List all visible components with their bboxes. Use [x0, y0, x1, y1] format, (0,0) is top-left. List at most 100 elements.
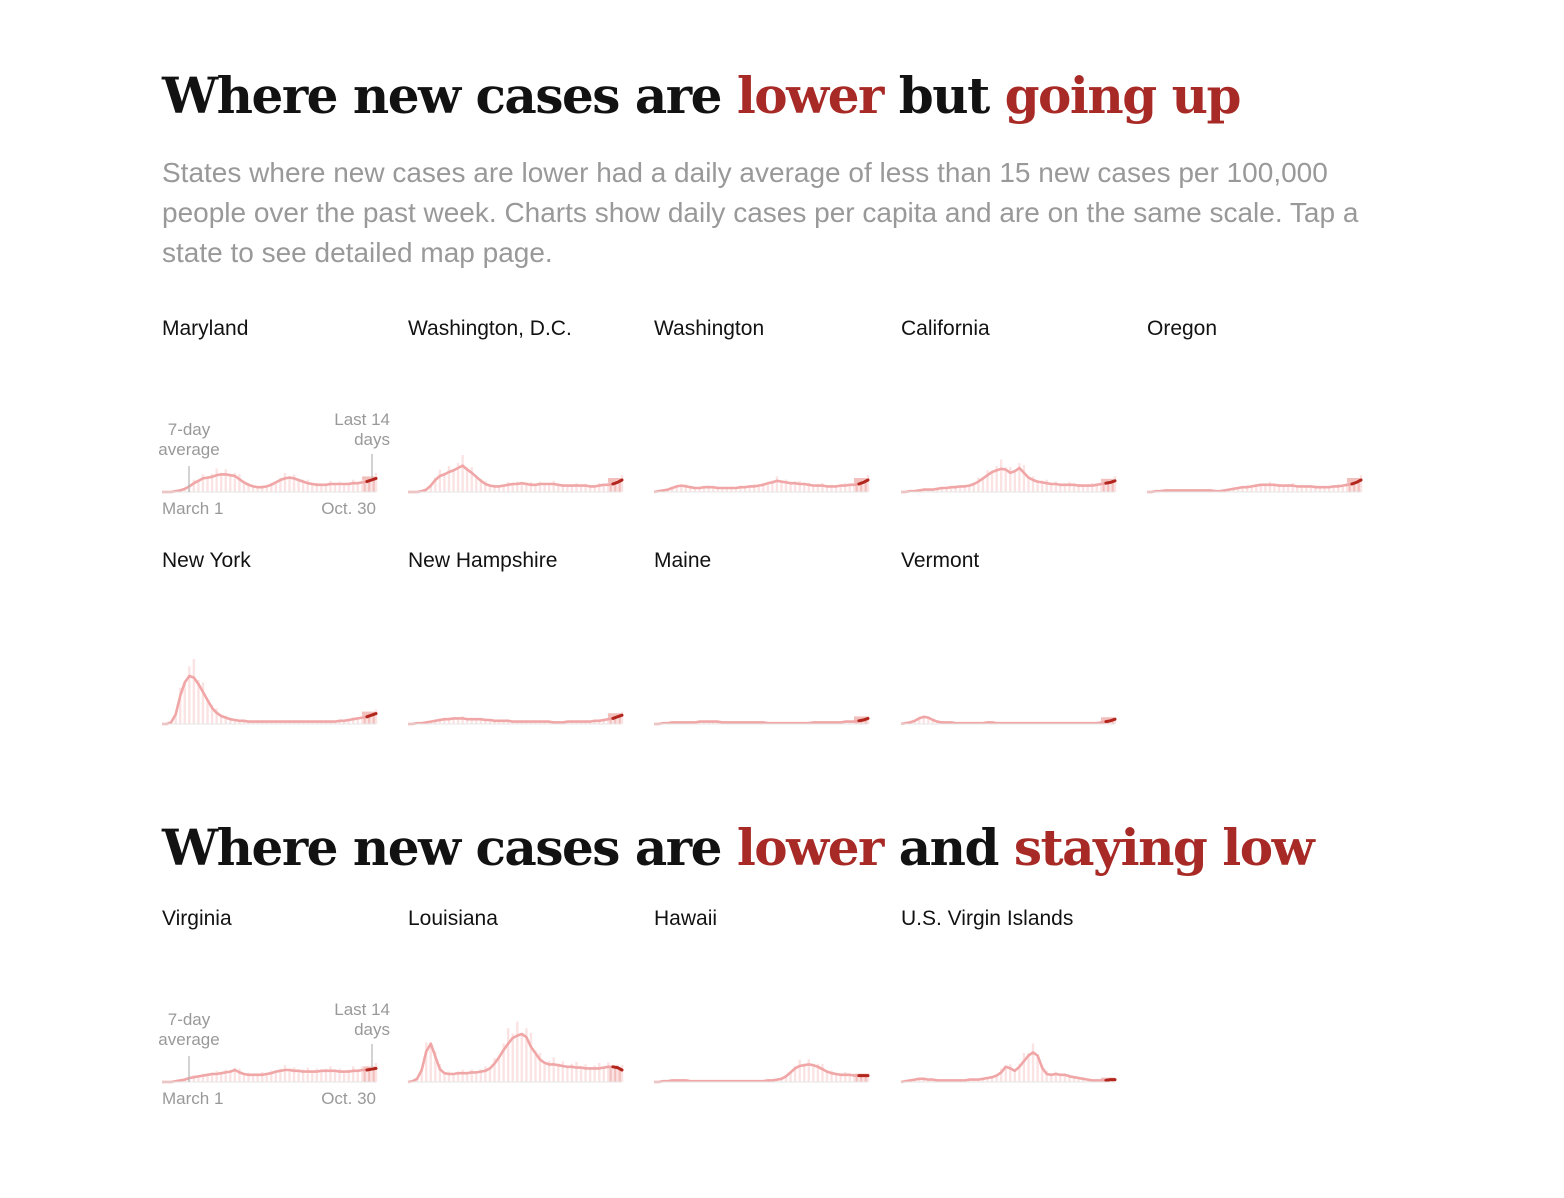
daily-bar — [807, 482, 811, 492]
daily-bar — [762, 482, 765, 492]
daily-bar — [711, 486, 715, 492]
daily-bar — [210, 704, 214, 724]
daily-bar — [461, 1069, 464, 1082]
state-name[interactable]: New Hampshire — [408, 549, 558, 572]
daily-bar — [242, 481, 246, 492]
state-name[interactable]: Washington, D.C. — [408, 317, 572, 340]
daily-bar — [456, 463, 460, 492]
sparkline-chart — [1147, 475, 1363, 494]
state-chart-oregon[interactable]: Oregon — [1147, 316, 1377, 516]
daily-bar — [470, 1069, 473, 1082]
state-name[interactable]: U.S. Virgin Islands — [901, 907, 1074, 930]
daily-bar — [798, 1059, 801, 1082]
daily-bar — [844, 1071, 847, 1082]
avg-annotation-line1: 7-day — [168, 420, 211, 439]
recent-days-band — [854, 1073, 868, 1082]
daily-bar — [616, 715, 619, 724]
state-chart-washington[interactable]: Washington — [653, 316, 884, 516]
state-name[interactable]: California — [901, 317, 990, 340]
daily-bar — [233, 1067, 237, 1082]
daily-bar — [1323, 485, 1326, 492]
daily-bar — [816, 484, 820, 492]
daily-bar — [265, 485, 268, 492]
daily-bar — [954, 485, 957, 492]
state-chart-new-york[interactable]: New York — [162, 548, 392, 748]
daily-bar — [352, 717, 355, 724]
daily-bar — [224, 469, 227, 492]
avg-annotation-line2: average — [158, 1030, 219, 1049]
state-chart-maine[interactable]: Maine — [654, 548, 884, 748]
state-chart-hawaii[interactable]: Hawaii — [654, 906, 884, 1106]
daily-bar — [598, 1062, 601, 1082]
daily-bar — [219, 715, 223, 724]
trend-line — [1147, 478, 1362, 494]
daily-bar — [470, 467, 473, 492]
daily-bar — [338, 1068, 341, 1082]
daily-bar — [1100, 481, 1103, 492]
recent-trend-line — [611, 1065, 624, 1072]
x-axis-end-label: Oct. 30 — [321, 499, 376, 518]
daily-bar — [370, 713, 373, 724]
recent-trend-line — [857, 716, 870, 723]
daily-bar — [958, 485, 962, 492]
state-chart-louisiana[interactable]: Louisiana — [407, 906, 638, 1106]
state-chart-maryland[interactable]: Maryland 7-day average Last 14 days March 1 Oc… — [158, 316, 392, 518]
daily-bar — [534, 1050, 537, 1082]
daily-bar — [347, 482, 350, 492]
daily-bar — [1236, 488, 1240, 492]
daily-bar — [1095, 484, 1098, 492]
daily-bar — [780, 480, 783, 492]
daily-bar — [848, 1074, 851, 1082]
daily-bar — [342, 720, 346, 724]
daily-bar — [361, 715, 364, 724]
trend-line — [654, 1063, 868, 1084]
daily-bar — [775, 476, 779, 492]
daily-bar — [1040, 1064, 1044, 1082]
state-name[interactable]: Maine — [654, 549, 712, 572]
state-chart-new-hampshire[interactable]: New Hampshire — [408, 548, 638, 748]
x-axis-end-label: Oct. 30 — [321, 1089, 376, 1108]
daily-bar — [315, 1068, 319, 1082]
daily-bar — [210, 1072, 214, 1082]
state-chart-washington-d-c-[interactable]: Washington, D.C. — [408, 316, 638, 516]
state-name[interactable]: Maryland — [162, 317, 249, 340]
daily-bar — [547, 1060, 551, 1082]
daily-bar — [716, 486, 719, 492]
state-name[interactable]: Virginia — [162, 907, 232, 930]
daily-bar — [725, 487, 729, 492]
daily-bar — [347, 1069, 350, 1082]
state-name[interactable]: Oregon — [1147, 317, 1218, 340]
state-chart-u-s-virgin-islands[interactable]: U.S. Virgin Islands — [900, 906, 1131, 1106]
state-name[interactable]: Washington — [654, 317, 765, 340]
daily-bar — [447, 466, 451, 492]
state-chart-vermont[interactable]: Vermont — [900, 548, 1131, 748]
daily-bar — [525, 1028, 528, 1082]
daily-bar — [1059, 484, 1062, 492]
daily-bar — [356, 482, 359, 492]
daily-bar — [529, 481, 533, 492]
daily-bar — [1346, 482, 1349, 492]
state-name[interactable]: Louisiana — [408, 907, 498, 930]
daily-bar — [429, 485, 432, 492]
daily-bar — [292, 1067, 296, 1082]
daily-bar — [461, 455, 464, 492]
daily-bar — [557, 1063, 560, 1082]
daily-bar — [579, 1066, 583, 1082]
daily-bar — [575, 483, 578, 492]
state-name[interactable]: Hawaii — [654, 907, 718, 930]
recent-trend-line — [365, 712, 378, 719]
sparkline-chart — [654, 716, 870, 726]
state-name[interactable]: Vermont — [901, 549, 980, 572]
daily-bar — [972, 482, 976, 492]
daily-bar — [766, 483, 770, 492]
state-chart-california[interactable]: California — [901, 316, 1131, 516]
daily-bar — [866, 1073, 870, 1082]
daily-bar — [1282, 485, 1285, 492]
state-name[interactable]: New York — [162, 549, 251, 572]
daily-bar — [1077, 483, 1080, 492]
daily-bar — [247, 482, 250, 492]
state-chart-virginia[interactable]: Virginia 7-day average Last 14 days March 1 Oc… — [158, 906, 392, 1108]
daily-bar — [1332, 485, 1335, 492]
daily-bar — [279, 1068, 282, 1082]
headline-text: Where new cases are — [162, 66, 737, 125]
